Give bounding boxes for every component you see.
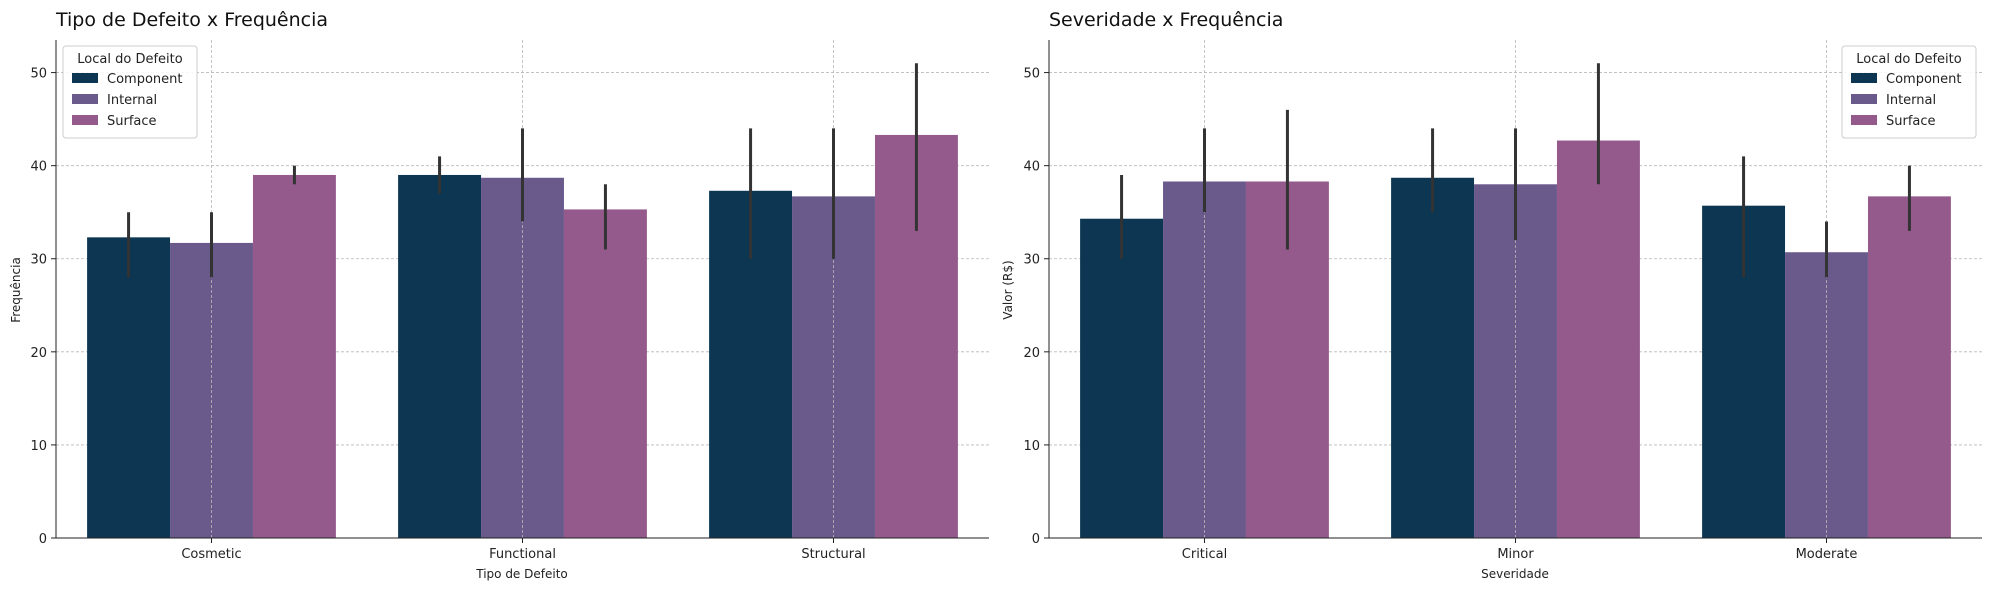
x-axis-label: Severidade [1481, 567, 1549, 581]
bar-component-critical [1080, 218, 1164, 538]
legend-swatch-internal [72, 94, 98, 104]
y-tick-label: 10 [1023, 439, 1040, 454]
y-tick-label: 20 [30, 346, 47, 361]
legend-swatch-surface [1851, 115, 1877, 125]
chart-title: Severidade x Frequência [1049, 9, 1283, 31]
legend-title: Local do Defeito [77, 52, 182, 67]
bar-component-functional [398, 174, 482, 538]
bar-surface-moderate [1867, 196, 1951, 539]
legend-label-internal: Internal [107, 93, 157, 108]
y-tick-label: 0 [39, 532, 47, 547]
chart-severity-frequency: Severidade x Frequência 0 10 20 30 40 50 Criti… [1001, 9, 1982, 581]
y-axis-label: Valor (R$) [1001, 260, 1015, 319]
x-tick-label: Minor [1497, 547, 1534, 562]
y-axis-label: Frequência [9, 257, 23, 323]
x-tick-label: Cosmetic [181, 547, 241, 562]
bar-component-cosmetic [87, 237, 171, 538]
bar-surface-functional [563, 209, 647, 538]
legend-label-component: Component [1886, 72, 1961, 87]
legend-label-component: Component [107, 72, 182, 87]
x-tick-label: Critical [1182, 547, 1227, 562]
x-tick-label: Moderate [1796, 547, 1858, 562]
legend: Local do Defeito Component Internal Surface [1841, 45, 1977, 139]
chart-defect-type-frequency: Tipo de Defeito x Frequência 0 10 20 30 40 50… [9, 9, 989, 581]
legend-swatch-internal [1851, 94, 1877, 104]
legend-label-internal: Internal [1886, 93, 1936, 108]
bar-component-minor [1391, 177, 1475, 539]
y-tick-label: 20 [1023, 346, 1040, 361]
y-tick-label: 40 [1023, 160, 1040, 175]
legend-label-surface: Surface [1886, 114, 1936, 129]
bar-surface-minor [1556, 140, 1640, 539]
x-tick-label: Structural [801, 547, 865, 562]
x-tick-label: Functional [489, 547, 556, 562]
plot-area: 0 10 20 30 40 50 Critical Minor Moderate Local do… [1023, 40, 1982, 562]
bar-surface-cosmetic [252, 174, 336, 538]
y-tick-label: 10 [30, 439, 47, 454]
x-axis-label: Tipo de Defeito [475, 567, 568, 581]
y-tick-label: 40 [30, 160, 47, 175]
y-tick-label: 30 [1023, 253, 1040, 268]
y-tick-label: 0 [1032, 532, 1040, 547]
legend: Local do Defeito Component Internal Surface [62, 45, 198, 139]
legend-swatch-component [72, 73, 98, 83]
bar-internal-critical [1163, 181, 1246, 538]
legend-swatch-surface [72, 115, 98, 125]
legend-swatch-component [1851, 73, 1877, 83]
plot-area: 0 10 20 30 40 50 Cosmetic Functional Structural L… [30, 40, 989, 562]
y-tick-label: 50 [30, 67, 47, 82]
y-tick-label: 50 [1023, 67, 1040, 82]
legend-title: Local do Defeito [1856, 52, 1961, 67]
y-tick-label: 30 [30, 253, 47, 268]
chart-title: Tipo de Defeito x Frequência [55, 9, 328, 31]
legend-label-surface: Surface [107, 114, 157, 129]
